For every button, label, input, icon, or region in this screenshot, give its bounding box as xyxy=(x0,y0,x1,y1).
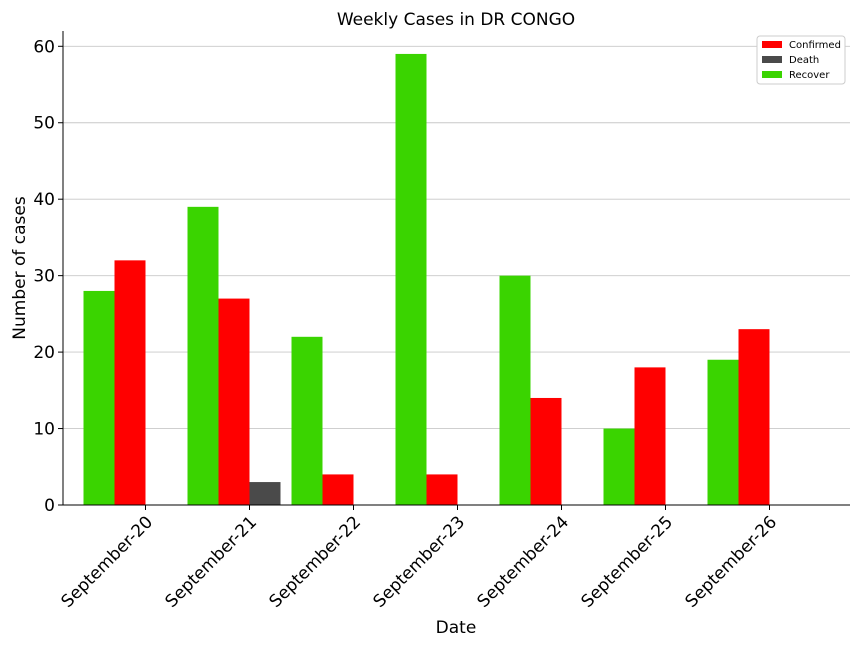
bar-confirmed-september-23 xyxy=(426,474,458,505)
bar-death-september-21 xyxy=(249,482,281,505)
bar-recover-september-23 xyxy=(395,53,427,505)
bar-confirmed-september-21 xyxy=(218,298,250,505)
bar-recover-september-21 xyxy=(187,206,219,505)
legend-swatch-recover xyxy=(762,71,782,78)
bar-recover-september-22 xyxy=(291,336,323,505)
y-tick-label: 60 xyxy=(33,37,55,57)
y-tick-label: 20 xyxy=(33,343,55,363)
legend-label-recover: Recover xyxy=(789,70,830,81)
x-tick-label: September-23 xyxy=(370,512,469,611)
bar-recover-september-26 xyxy=(707,359,739,505)
legend: Confirmed Death Recover xyxy=(756,35,846,85)
bar-confirmed-september-20 xyxy=(114,260,146,505)
y-tick-label: 30 xyxy=(33,267,55,287)
x-tick-labels: September-20 September-21 September-22 Sept… xyxy=(58,512,781,611)
chart-title: Weekly Cases in DR CONGO xyxy=(337,10,575,30)
bar-recover-september-24 xyxy=(499,275,531,505)
x-tick-label: September-20 xyxy=(58,512,157,611)
y-tick-label: 50 xyxy=(33,114,55,134)
y-tick-label: 10 xyxy=(33,420,55,440)
bar-confirmed-september-25 xyxy=(634,367,666,505)
bar-recover-september-20 xyxy=(83,290,115,505)
axes xyxy=(58,31,850,510)
y-tick-label: 0 xyxy=(44,496,55,516)
x-tick-label: September-22 xyxy=(266,512,365,611)
y-tick-labels: 0 10 20 30 40 50 60 xyxy=(33,37,55,516)
x-tick-label: September-21 xyxy=(162,512,261,611)
x-axis-label: Date xyxy=(436,618,477,638)
bar-recover-september-25 xyxy=(603,428,635,505)
legend-label-confirmed: Confirmed xyxy=(789,40,841,51)
x-tick-label: September-26 xyxy=(682,512,781,611)
bar-confirmed-september-26 xyxy=(738,329,770,505)
bar-confirmed-september-22 xyxy=(322,474,354,505)
x-tick-label: September-24 xyxy=(474,512,573,611)
legend-swatch-death xyxy=(762,56,782,63)
legend-label-death: Death xyxy=(789,55,819,66)
legend-swatch-confirmed xyxy=(762,41,782,48)
y-axis-label: Number of cases xyxy=(10,196,30,340)
y-tick-label: 40 xyxy=(33,190,55,210)
bars xyxy=(83,53,770,505)
bar-confirmed-september-24 xyxy=(530,397,562,505)
x-tick-label: September-25 xyxy=(578,512,677,611)
